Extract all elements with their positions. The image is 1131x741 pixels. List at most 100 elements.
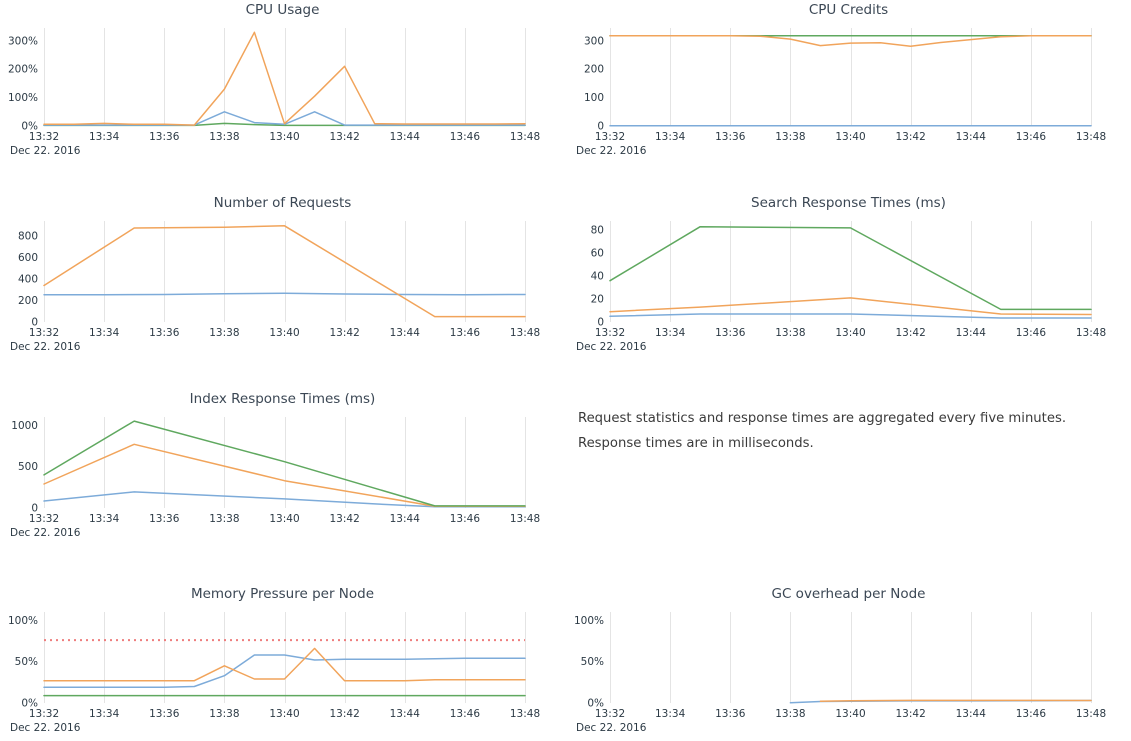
x-tick-label: 13:36 xyxy=(149,131,180,143)
x-tick-label: 13:40 xyxy=(269,131,299,143)
x-tick-label: 13:46 xyxy=(450,513,481,525)
x-tick-label: 13:32 xyxy=(595,131,625,143)
chart-title-gc-overhead: GC overhead per Node xyxy=(771,586,926,602)
chart-title-cpu-credits: CPU Credits xyxy=(808,2,889,18)
number-of-requests-plot-area[interactable]: 13:32 13:34 13:36 13:38 13:40 13:42 13:44 13:46… xyxy=(0,215,565,352)
x-tick-label: 13:36 xyxy=(149,327,180,339)
date-label: Dec 22. 2016 xyxy=(10,722,81,733)
x-tick-label: 13:32 xyxy=(29,708,59,720)
cpu-usage-plot-area[interactable]: 13:32 13:34 13:36 13:38 13:40 13:42 13:44 13:46… xyxy=(0,22,565,156)
series-line-green xyxy=(43,420,526,507)
x-tick-label: 13:36 xyxy=(149,708,180,720)
y-tick-label: 0 xyxy=(31,317,38,329)
chart-title-cpu-usage: CPU Usage xyxy=(245,2,320,18)
chart-cpu-credits: CPU Credits 13:32 13:34 13:36 13:38 13:40 13:… xyxy=(566,0,1131,156)
y-tick-label: 0% xyxy=(21,121,38,133)
x-tick-label: 13:42 xyxy=(895,327,925,339)
x-tick-label: 13:34 xyxy=(655,708,686,720)
x-tick-label: 13:48 xyxy=(1076,131,1106,143)
series-line-orange xyxy=(43,225,526,318)
cpu-credits-plot-area[interactable]: 13:32 13:34 13:36 13:38 13:40 13:42 13:44 13:46… xyxy=(566,22,1131,156)
x-tick-label: 13:48 xyxy=(510,327,540,339)
x-tick-label: 13:34 xyxy=(89,513,120,525)
y-tick-label: 200 xyxy=(584,64,604,76)
x-tick-label: 13:40 xyxy=(269,708,299,720)
x-tick-label: 13:38 xyxy=(209,327,239,339)
x-tick-label: 13:46 xyxy=(450,708,481,720)
x-tick-label: 13:44 xyxy=(956,327,987,339)
x-tick-label: 13:40 xyxy=(269,327,299,339)
x-tick-label: 13:36 xyxy=(715,327,746,339)
x-tick-label: 13:36 xyxy=(715,131,746,143)
y-tick-label: 20 xyxy=(591,294,604,306)
x-tick-label: 13:48 xyxy=(510,131,540,143)
y-tick-label: 100 xyxy=(584,92,604,104)
x-tick-label: 13:44 xyxy=(390,708,421,720)
x-tick-label: 13:38 xyxy=(775,327,805,339)
x-tick-label: 13:44 xyxy=(956,131,987,143)
x-tick-label: 13:38 xyxy=(775,131,805,143)
y-tick-label: 50% xyxy=(581,656,604,668)
x-tick-label: 13:32 xyxy=(29,513,59,525)
aggregation-note: Request statistics and response times ar… xyxy=(578,411,1067,451)
x-tick-label: 13:46 xyxy=(1016,327,1047,339)
y-tick-label: 0 xyxy=(31,503,38,515)
x-tick-label: 13:42 xyxy=(895,131,925,143)
x-tick-label: 13:48 xyxy=(1076,327,1106,339)
y-tick-label: 100% xyxy=(8,92,38,104)
x-tick-label: 13:38 xyxy=(209,513,239,525)
x-tick-label: 13:42 xyxy=(329,708,359,720)
x-tick-label: 13:48 xyxy=(510,708,540,720)
x-tick-label: 13:32 xyxy=(29,131,59,143)
chart-gc-overhead-per-node: GC overhead per Node 13:32 13:34 13:36 13:3… xyxy=(566,584,1131,733)
y-tick-label: 300% xyxy=(8,35,38,47)
date-label: Dec 22. 2016 xyxy=(576,145,647,156)
date-label: Dec 22. 2016 xyxy=(576,722,647,733)
x-tick-label: 13:44 xyxy=(390,131,421,143)
y-tick-label: 0 xyxy=(597,317,604,329)
date-label: Dec 22. 2016 xyxy=(10,145,81,156)
x-tick-label: 13:42 xyxy=(329,131,359,143)
x-tick-label: 13:38 xyxy=(775,708,805,720)
x-tick-label: 13:40 xyxy=(269,513,299,525)
y-tick-label: 800 xyxy=(18,231,38,243)
x-tick-label: 13:34 xyxy=(89,327,120,339)
y-tick-label: 300 xyxy=(584,35,604,47)
x-tick-label: 13:48 xyxy=(1076,708,1106,720)
series-line-blue xyxy=(43,654,526,689)
x-tick-label: 13:42 xyxy=(329,327,359,339)
x-tick-label: 13:46 xyxy=(1016,131,1047,143)
x-tick-label: 13:40 xyxy=(835,131,865,143)
x-tick-label: 13:32 xyxy=(595,708,625,720)
y-tick-label: 50% xyxy=(15,656,38,668)
search-response-times-plot-area[interactable]: 13:32 13:34 13:36 13:38 13:40 13:42 13:44 13:46… xyxy=(566,215,1131,352)
y-tick-label: 1000 xyxy=(11,420,38,432)
index-response-times-plot-area[interactable]: 13:32 13:34 13:36 13:38 13:40 13:42 13:44 13:46… xyxy=(0,411,565,538)
x-tick-label: 13:40 xyxy=(835,708,865,720)
y-tick-label: 200 xyxy=(18,295,38,307)
series-line-orange xyxy=(43,31,526,126)
x-tick-label: 13:46 xyxy=(1016,708,1047,720)
x-tick-label: 13:46 xyxy=(450,327,481,339)
x-tick-label: 13:40 xyxy=(835,327,865,339)
y-tick-label: 600 xyxy=(18,252,38,264)
chart-search-response-times: Search Response Times (ms) 13:32 13:34 13:… xyxy=(566,193,1131,352)
chart-title-memory-pressure: Memory Pressure per Node xyxy=(190,586,375,602)
series-line-blue xyxy=(609,313,1092,319)
date-label: Dec 22. 2016 xyxy=(10,341,81,352)
x-tick-label: 13:36 xyxy=(715,708,746,720)
date-label: Dec 22. 2016 xyxy=(10,527,81,538)
chart-title-search-response-times: Search Response Times (ms) xyxy=(751,195,946,211)
x-tick-label: 13:42 xyxy=(329,513,359,525)
y-tick-label: 100% xyxy=(574,615,604,627)
x-tick-label: 13:32 xyxy=(29,327,59,339)
chart-number-of-requests: Number of Requests 13:32 13:34 13:36 13:38 1… xyxy=(0,193,565,352)
y-tick-label: 500 xyxy=(18,461,38,473)
chart-title-number-of-requests: Number of Requests xyxy=(213,195,352,211)
series-line-orange xyxy=(819,699,1092,702)
gc-overhead-plot-area[interactable]: 13:32 13:34 13:36 13:38 13:40 13:42 13:44 13:46… xyxy=(566,606,1131,733)
memory-pressure-plot-area[interactable]: 13:32 13:34 13:36 13:38 13:40 13:42 13:44 13:46… xyxy=(0,606,565,733)
x-tick-label: 13:32 xyxy=(595,327,625,339)
y-tick-label: 60 xyxy=(591,248,604,260)
x-tick-label: 13:34 xyxy=(89,131,120,143)
